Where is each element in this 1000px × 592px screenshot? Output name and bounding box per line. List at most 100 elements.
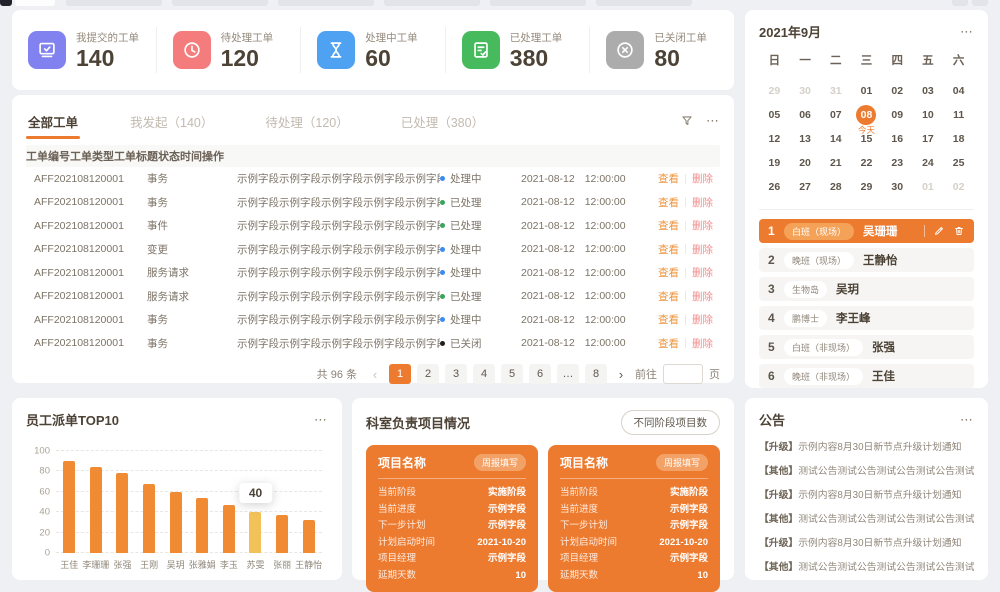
calendar-day[interactable]: 16 bbox=[891, 133, 904, 145]
announcement-item[interactable]: 【升级】示例内容8月30日新节点升级计划通知 bbox=[759, 487, 974, 501]
bar[interactable] bbox=[89, 467, 102, 553]
announcement-item[interactable]: 【其他】测试公告测试公告测试公告测试公告测试公告 bbox=[759, 559, 974, 573]
trash-icon[interactable] bbox=[953, 225, 965, 237]
delete-link[interactable]: 删除 bbox=[692, 314, 713, 327]
table-row[interactable]: AFF202108120001 事务 示例字段示例字段示例字段示例字段示例字段 … bbox=[26, 308, 720, 332]
calendar-day[interactable]: 17 bbox=[922, 133, 934, 145]
goto-page-input[interactable] bbox=[663, 364, 703, 384]
page-button[interactable]: 5 bbox=[501, 364, 523, 384]
calendar-day[interactable]: 01 bbox=[922, 181, 934, 193]
view-link[interactable]: 查看 bbox=[658, 243, 679, 256]
nav-pill[interactable] bbox=[66, 0, 162, 6]
calendar-day[interactable]: 05 bbox=[768, 109, 781, 121]
page-button[interactable]: 3 bbox=[445, 364, 467, 384]
table-row[interactable]: AFF202108120001 事务 示例字段示例字段示例字段示例字段示例字段 … bbox=[26, 167, 720, 191]
calendar-day[interactable]: 14 bbox=[829, 133, 842, 145]
bar[interactable] bbox=[143, 483, 156, 553]
calendar-day[interactable]: 21 bbox=[829, 157, 842, 169]
calendar-day[interactable]: 10 bbox=[922, 109, 934, 121]
delete-link[interactable]: 删除 bbox=[692, 243, 713, 256]
tab-done[interactable]: 已处理（380） bbox=[400, 115, 485, 130]
nav-pill[interactable] bbox=[596, 0, 692, 6]
nav-pill[interactable] bbox=[278, 0, 374, 6]
roster-row[interactable]: 6 晚班（非现场） 王佳 bbox=[759, 364, 974, 388]
roster-row[interactable]: 2 晚班（现场） 王静怡 bbox=[759, 248, 974, 272]
next-page-icon[interactable]: › bbox=[618, 366, 624, 382]
table-row[interactable]: AFF202108120001 变更 示例字段示例字段示例字段示例字段示例字段 … bbox=[26, 238, 720, 262]
view-link[interactable]: 查看 bbox=[658, 173, 679, 186]
calendar-day[interactable]: 30 bbox=[891, 181, 904, 193]
page-button[interactable]: 1 bbox=[389, 364, 411, 384]
page-button[interactable]: 8 bbox=[585, 364, 607, 384]
table-row[interactable]: AFF202108120001 事务 示例字段示例字段示例字段示例字段示例字段 … bbox=[26, 191, 720, 215]
calendar-day[interactable]: 24 bbox=[922, 157, 934, 169]
delete-link[interactable]: 删除 bbox=[692, 337, 713, 350]
bar[interactable] bbox=[63, 461, 76, 553]
calendar-day[interactable]: 20 bbox=[799, 157, 811, 169]
more-icon[interactable]: ⋯ bbox=[960, 411, 974, 427]
announcement-item[interactable]: 【升级】示例内容8月30日新节点升级计划通知 bbox=[759, 439, 974, 453]
weekly-report-button[interactable]: 周报填写 bbox=[473, 454, 526, 471]
calendar-day[interactable]: 09 bbox=[891, 109, 904, 121]
calendar-day[interactable]: 26 bbox=[768, 181, 781, 193]
calendar-day[interactable]: 11 bbox=[953, 109, 965, 121]
more-icon[interactable]: ⋯ bbox=[706, 113, 720, 128]
view-link[interactable]: 查看 bbox=[658, 290, 679, 303]
project-card[interactable]: 项目名称 周报填写 当前阶段 实施阶段 当前进度 示例字段 下一步计划 示例字段 计划… bbox=[548, 445, 720, 592]
table-row[interactable]: AFF202108120001 服务请求 示例字段示例字段示例字段示例字段示例字… bbox=[26, 261, 720, 285]
calendar-day[interactable]: 18 bbox=[952, 133, 965, 145]
nav-pill[interactable] bbox=[972, 0, 988, 6]
calendar-day[interactable]: 08 今天 bbox=[851, 103, 882, 135]
nav-pill[interactable] bbox=[172, 0, 268, 6]
nav-pill[interactable] bbox=[384, 0, 480, 6]
delete-link[interactable]: 删除 bbox=[692, 173, 713, 186]
page-button[interactable]: 6 bbox=[529, 364, 551, 384]
announcement-item[interactable]: 【升级】示例内容8月30日新节点升级计划通知 bbox=[759, 535, 974, 549]
calendar-day[interactable]: 04 bbox=[952, 85, 965, 97]
roster-row[interactable]: 5 白班（非现场） 张强 bbox=[759, 335, 974, 359]
calendar-day[interactable]: 31 bbox=[829, 85, 842, 97]
nav-pill[interactable] bbox=[0, 0, 12, 6]
calendar-day[interactable]: 23 bbox=[891, 157, 904, 169]
delete-link[interactable]: 删除 bbox=[692, 220, 713, 233]
project-card[interactable]: 项目名称 周报填写 当前阶段 实施阶段 当前进度 示例字段 下一步计划 示例字段 计划… bbox=[366, 445, 538, 592]
bar[interactable] bbox=[116, 473, 129, 553]
edit-icon[interactable] bbox=[933, 225, 945, 237]
stage-filter-button[interactable]: 不同阶段项目数 bbox=[620, 410, 720, 435]
calendar-day[interactable]: 15 bbox=[860, 133, 873, 145]
calendar-day[interactable]: 29 bbox=[860, 181, 873, 193]
calendar-day[interactable]: 22 bbox=[860, 157, 873, 169]
calendar-day[interactable]: 02 bbox=[891, 85, 904, 97]
announcement-item[interactable]: 【其他】测试公告测试公告测试公告测试公告测试公告 bbox=[759, 463, 974, 477]
table-row[interactable]: AFF202108120001 服务请求 示例字段示例字段示例字段示例字段示例字… bbox=[26, 285, 720, 309]
calendar-day[interactable]: 30 bbox=[799, 85, 811, 97]
more-icon[interactable]: ⋯ bbox=[314, 411, 328, 427]
delete-link[interactable]: 删除 bbox=[692, 267, 713, 280]
weekly-report-button[interactable]: 周报填写 bbox=[655, 454, 708, 471]
calendar-day[interactable]: 19 bbox=[768, 157, 781, 169]
bar[interactable] bbox=[222, 505, 235, 553]
roster-row[interactable]: 4 鹏博士 李王峰 bbox=[759, 306, 974, 330]
announcement-item[interactable]: 【其他】测试公告测试公告测试公告测试公告测试公告 bbox=[759, 511, 974, 525]
page-button[interactable]: 2 bbox=[417, 364, 439, 384]
calendar-day[interactable]: 27 bbox=[799, 181, 811, 193]
roster-row[interactable]: 3 生物岛 吴玥 bbox=[759, 277, 974, 301]
table-row[interactable]: AFF202108120001 事务 示例字段示例字段示例字段示例字段示例字段 … bbox=[26, 332, 720, 356]
view-link[interactable]: 查看 bbox=[658, 314, 679, 327]
bar[interactable] bbox=[196, 497, 209, 553]
calendar-day[interactable]: 03 bbox=[922, 85, 934, 97]
tab-my-created[interactable]: 我发起（140） bbox=[130, 115, 214, 130]
calendar-day[interactable]: 06 bbox=[799, 109, 811, 121]
tab-all-orders[interactable]: 全部工单 bbox=[26, 106, 81, 139]
calendar-day[interactable]: 28 bbox=[829, 181, 842, 193]
nav-pill-active[interactable] bbox=[15, 0, 55, 6]
filter-icon[interactable] bbox=[680, 114, 694, 128]
view-link[interactable]: 查看 bbox=[658, 267, 679, 280]
calendar-day[interactable]: 01 bbox=[860, 85, 873, 97]
view-link[interactable]: 查看 bbox=[658, 220, 679, 233]
calendar-day[interactable]: 25 bbox=[952, 157, 965, 169]
table-row[interactable]: AFF202108120001 事件 示例字段示例字段示例字段示例字段示例字段 … bbox=[26, 214, 720, 238]
calendar-day[interactable]: 29 bbox=[768, 85, 781, 97]
bar[interactable] bbox=[302, 520, 315, 553]
view-link[interactable]: 查看 bbox=[658, 337, 679, 350]
